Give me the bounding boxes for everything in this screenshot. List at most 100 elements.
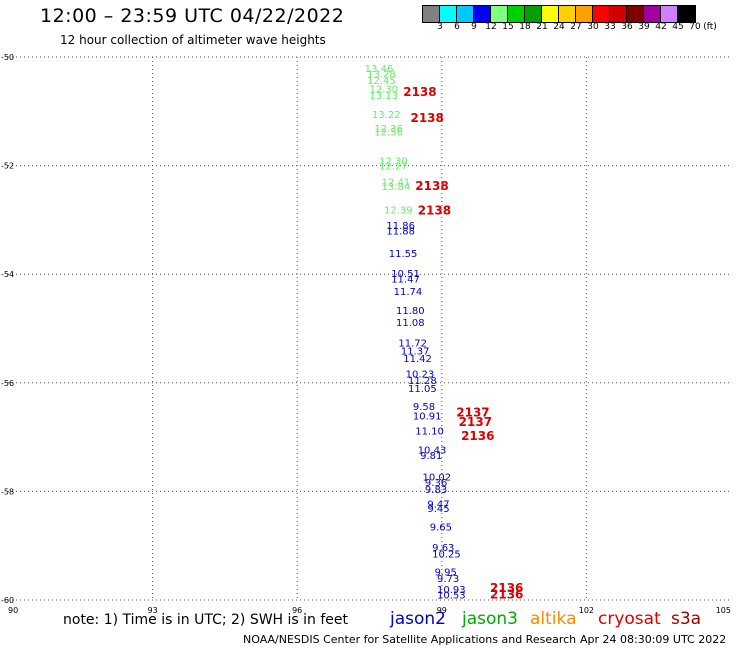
- footnote: note: 1) Time is in UTC; 2) SWH is in fe…: [63, 612, 349, 628]
- jason2-wave-height: 11.05: [408, 384, 437, 395]
- legend-bin-label: 45: [672, 22, 684, 32]
- cryosat-time-label: 2138: [410, 111, 443, 125]
- legend-bin-label: 33: [604, 22, 616, 32]
- legend-bin-label: 30: [587, 22, 599, 32]
- jason2-wave-height: 11.28: [408, 376, 437, 387]
- legend-swatch: [559, 6, 576, 22]
- legend-bin-label: 39: [638, 22, 650, 32]
- jason2-wave-height: 11.37: [401, 347, 430, 358]
- legend-bin-label: 70: [689, 22, 701, 32]
- legend-swatch: [542, 6, 559, 22]
- jason2-wave-height: 11.10: [415, 426, 444, 437]
- jason2-wave-height: 11.86: [386, 221, 415, 232]
- longitude-tick-label: 90: [8, 606, 18, 615]
- jason2-wave-height: 9.58: [413, 402, 435, 413]
- cryosat-time-label: 2137: [459, 415, 492, 429]
- jason2-wave-height: 9.95: [435, 568, 457, 579]
- legend-bin-label: 12: [485, 22, 497, 32]
- jason3-wave-height: 12.39: [384, 205, 413, 216]
- legend-bin-label: 9: [471, 22, 477, 32]
- jason2-wave-height: 10.02: [423, 473, 452, 484]
- jason2-wave-height: 9.73: [437, 574, 459, 585]
- legend-swatch: [644, 6, 661, 22]
- jason3-wave-height: 12.30: [379, 157, 408, 168]
- jason2-wave-height: 10.93: [437, 585, 466, 596]
- latitude-tick-label: -50: [1, 53, 14, 62]
- jason2-wave-height: 11.80: [396, 306, 425, 317]
- jason3-wave-height: 13.22: [372, 110, 401, 121]
- map-title: 12:00 – 23:59 UTC 04/22/2022: [40, 5, 345, 27]
- latitude-tick-label: -58: [1, 487, 14, 496]
- legend-swatch: [593, 6, 610, 22]
- legend-bin-label: 36: [621, 22, 633, 32]
- jason2-wave-height: 11.55: [389, 249, 418, 260]
- cryosat-time-label: 2138: [418, 203, 451, 217]
- legend-bin-label: 27: [570, 22, 582, 32]
- legend-altika: altika: [530, 609, 577, 629]
- legend-bin-label: 18: [519, 22, 531, 32]
- latitude-tick-label: -60: [1, 596, 14, 605]
- credit-text: NOAA/NESDIS Center for Satellite Applica…: [243, 633, 577, 646]
- legend-swatch: [678, 6, 695, 22]
- legend-bin-label: 6: [454, 22, 460, 32]
- legend-unit-label: (ft): [703, 22, 717, 32]
- jason3-wave-height: 12.41: [382, 178, 411, 189]
- legend-swatch: [491, 6, 508, 22]
- jason2-wave-height: 9.47: [427, 500, 449, 511]
- cryosat-time-label: 2136: [490, 581, 523, 595]
- jason2-wave-height: 10.43: [418, 445, 447, 456]
- legend-bin-label: 24: [553, 22, 565, 32]
- jason3-wave-height: 12.56: [374, 128, 403, 139]
- legend-jason2: jason2: [390, 609, 446, 629]
- longitude-tick-label: 102: [579, 606, 594, 615]
- jason2-wave-height: 9.45: [427, 504, 449, 515]
- cryosat-time-label: 2136: [461, 429, 494, 443]
- latitude-tick-label: -54: [1, 270, 14, 279]
- jason2-wave-height: 10.53: [437, 590, 466, 601]
- longitude-tick-label: 96: [292, 606, 302, 615]
- map-subtitle: 12 hour collection of altimeter wave hei…: [60, 33, 326, 47]
- legend-s3a: s3a: [671, 609, 702, 629]
- legend-bin-label: 15: [502, 22, 514, 32]
- longitude-tick-label: 105: [716, 606, 731, 615]
- jason2-wave-height: 11.47: [391, 274, 420, 285]
- jason3-wave-height: 12.27: [379, 161, 408, 172]
- jason2-wave-height: 9.81: [420, 451, 442, 462]
- jason3-wave-height: 13.28: [367, 70, 396, 81]
- jason3-wave-height: 13.84: [382, 182, 411, 193]
- legend-swatch: [508, 6, 525, 22]
- legend-swatch: [423, 6, 440, 22]
- cryosat-time-label: 2136: [490, 587, 523, 601]
- jason2-wave-height: 9.65: [430, 522, 452, 533]
- legend-swatch: [474, 6, 491, 22]
- jason2-wave-height: 11.08: [396, 318, 425, 329]
- axis-ticks: 90 93 96 99 102 105 -50 -52 -54 -56 -58 -60: [1, 53, 731, 615]
- legend-swatch: [627, 6, 644, 22]
- legend-cryosat: cryosat: [598, 609, 661, 629]
- jason3-wave-height: 12.45: [367, 76, 396, 87]
- legend-swatch: [610, 6, 627, 22]
- legend-jason3: jason3: [462, 609, 518, 629]
- jason2-wave-height: 11.74: [394, 287, 423, 298]
- jason2-wave-height: 9.63: [432, 543, 454, 554]
- latitude-tick-label: -56: [1, 379, 14, 388]
- jason2-wave-height: 10.23: [406, 369, 435, 380]
- jason3-wave-height: 13.46: [365, 64, 394, 75]
- legend-swatch: [576, 6, 593, 22]
- jason3-wave-height: 12.30: [370, 84, 399, 95]
- legend-swatch: [440, 6, 457, 22]
- legend-swatch: [457, 6, 474, 22]
- legend-swatch: [661, 6, 678, 22]
- wave-height-labels: 13.4613.2812.4512.3013.1313.2212.3612.56…: [365, 64, 524, 601]
- jason3-wave-height: 12.36: [374, 124, 403, 135]
- longitude-tick-label: 93: [148, 606, 158, 615]
- jason2-wave-height: 9.83: [425, 485, 447, 496]
- jason2-wave-height: 11.88: [386, 227, 415, 238]
- cryosat-time-label: 2137: [456, 405, 489, 419]
- jason2-wave-height: 11.42: [403, 354, 432, 365]
- jason2-wave-height: 10.91: [413, 412, 442, 423]
- latitude-tick-label: -52: [1, 162, 14, 171]
- jason2-wave-height: 9.36: [425, 478, 447, 489]
- timestamp-text: Apr 24 08:30:09 UTC 2022: [580, 633, 727, 646]
